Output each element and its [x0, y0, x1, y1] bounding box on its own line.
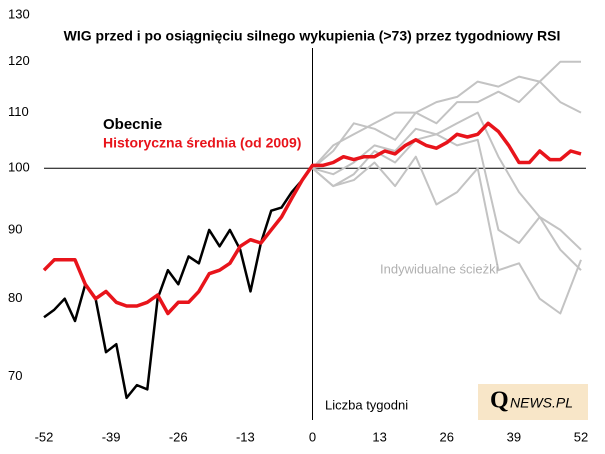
y-tick-label: 70 — [8, 368, 22, 383]
legend-entry: Historyczna średnia (od 2009) — [103, 135, 301, 151]
x-tick-label: -26 — [169, 429, 188, 444]
series-line — [311, 155, 582, 315]
y-tick-label: 90 — [8, 221, 22, 236]
series-line — [311, 80, 582, 170]
chart-title: WIG przed i po osiągnięciu silnego wykup… — [64, 28, 561, 44]
y-tick-label: 110 — [8, 104, 29, 119]
series-line — [311, 133, 582, 251]
x-tick-label: 52 — [574, 429, 588, 444]
y-tick-label: 100 — [8, 160, 30, 175]
legend-entry: Indywidualne ścieżki — [380, 261, 499, 276]
legend-entry: Obecnie — [103, 116, 162, 133]
y-tick-label: 120 — [8, 53, 30, 68]
x-tick-label: 13 — [372, 429, 386, 444]
x-tick-label: 0 — [309, 429, 316, 444]
y-tick-label: 130 — [8, 6, 30, 21]
y-tick-label: 80 — [8, 290, 22, 305]
x-tick-label: -13 — [236, 429, 255, 444]
logo-text: NEWS.PL — [510, 395, 573, 411]
x-tick-label: 26 — [440, 429, 454, 444]
x-axis-label: Liczba tygodni — [325, 397, 408, 412]
x-tick-label: -52 — [35, 429, 54, 444]
logo-q: Q — [490, 388, 509, 414]
x-tick-label: -39 — [102, 429, 121, 444]
logo-box — [478, 384, 588, 420]
series-line — [42, 121, 582, 316]
series-line — [311, 60, 581, 169]
series-line — [312, 111, 582, 271]
x-tick-label: 39 — [507, 429, 521, 444]
